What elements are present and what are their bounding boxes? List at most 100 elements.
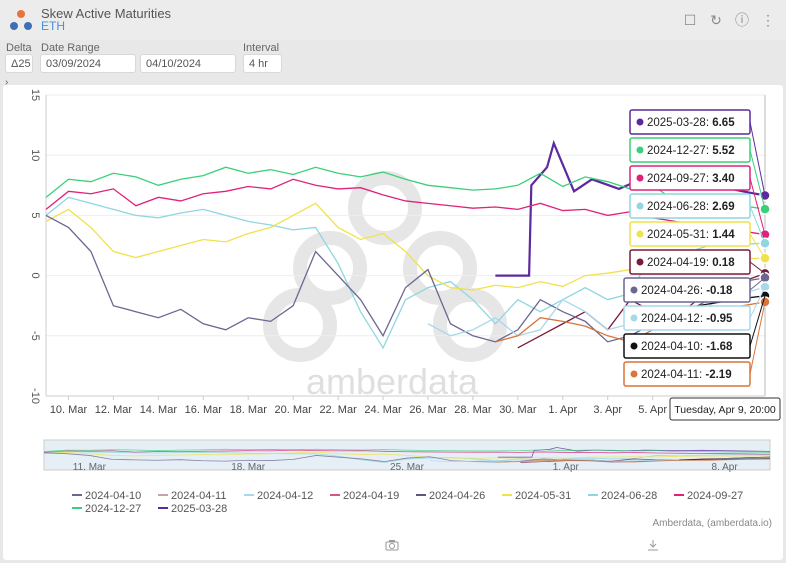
tooltip-box — [623, 277, 751, 303]
tooltip-label: 2024-04-26: -0.18 — [641, 285, 733, 297]
x-tick-label: 28. Mar — [454, 404, 492, 416]
y-tick-label: -10 — [29, 388, 41, 404]
legend-item[interactable]: 2024-04-11 — [158, 490, 226, 502]
tooltip-box — [623, 333, 751, 359]
tooltip-label: 2024-04-11: -2.19 — [641, 369, 732, 381]
y-tick-label: 5 — [29, 212, 41, 218]
legend-label: 2024-04-11 — [171, 490, 226, 502]
date-range-label: Date Range — [41, 42, 100, 54]
tooltip-label: 2024-05-31: 1.44 — [647, 229, 735, 241]
tooltip-label: 2025-03-28: 6.65 — [647, 117, 735, 129]
x-tick-label: 18. Mar — [230, 404, 268, 416]
x-tick-label: 16. Mar — [185, 404, 223, 416]
tooltip-label: 2024-12-27: 5.52 — [647, 145, 735, 157]
tooltip-connector — [749, 261, 766, 274]
tooltip-box — [623, 361, 751, 387]
controls-bar: Delta Δ25 Date Range 03/09/2024 04/10/20… — [0, 40, 786, 80]
page-title: Skew Active Maturities — [41, 6, 172, 21]
interval-label: Interval — [243, 42, 280, 54]
tooltip-dot — [636, 146, 644, 154]
x-tick-label: 5. Apr — [638, 404, 667, 416]
x-tick-label: 1. Apr — [548, 404, 577, 416]
bookmark-icon[interactable]: ☐ — [683, 11, 697, 28]
legend-item[interactable]: 2024-05-31 — [502, 490, 571, 502]
legend-item[interactable]: 2024-04-10 — [72, 490, 141, 502]
tooltip-connector — [749, 205, 766, 244]
tooltip-dot — [636, 174, 644, 182]
asset-link[interactable]: ETH — [41, 19, 65, 33]
x-tick-label: 12. Mar — [95, 404, 133, 416]
legend-item[interactable]: 2024-06-28 — [588, 490, 657, 502]
footer-credit: Amberdata, (amberdata.io) — [652, 518, 772, 529]
x-tick-label: 24. Mar — [364, 404, 402, 416]
navigator-tick-label: 18. Mar — [231, 462, 266, 473]
legend-label: 2024-05-31 — [515, 490, 571, 502]
navigator-series — [43, 451, 771, 463]
amberdata-logo-icon — [10, 10, 32, 30]
tooltip-dot — [636, 230, 644, 238]
navigator-series — [679, 458, 771, 461]
interval-select[interactable]: 4 hr — [243, 54, 282, 73]
navigator-tick-label: 1. Apr — [553, 462, 580, 473]
legend-item[interactable]: 2024-09-27 — [674, 490, 743, 502]
legend-label: 2024-04-10 — [85, 490, 141, 502]
watermark-text: amberdata — [306, 361, 479, 402]
y-tick-label: -5 — [29, 331, 41, 341]
download-icon[interactable] — [646, 539, 660, 551]
x-tick-label: 20. Mar — [275, 404, 313, 416]
tooltip-label: 2024-04-12: -0.95 — [641, 313, 733, 325]
end-date-input[interactable]: 04/10/2024 — [140, 54, 236, 73]
tooltip-connector — [749, 121, 766, 196]
tooltip-date-box — [669, 397, 781, 421]
navigator-tick-label: 11. Mar — [73, 462, 107, 473]
refresh-icon[interactable]: ↻ — [710, 11, 722, 28]
tooltip-label: 2024-09-27: 3.40 — [647, 173, 735, 185]
tooltip-connector — [749, 286, 766, 319]
tooltip-box — [629, 165, 751, 191]
tooltip-connector — [749, 177, 766, 235]
legend-item[interactable]: 2025-03-28 — [158, 503, 227, 515]
legend-item[interactable]: 2024-04-19 — [330, 490, 399, 502]
x-tick-label: 14. Mar — [140, 404, 178, 416]
tooltip-box — [629, 193, 751, 219]
tooltip-box — [629, 221, 751, 247]
delta-select[interactable]: Δ25 — [5, 54, 33, 73]
legend-item[interactable]: 2024-04-26 — [416, 490, 485, 502]
info-icon[interactable]: ⓘ — [735, 12, 749, 28]
tooltip-label: 2024-06-28: 2.69 — [647, 201, 735, 213]
legend-label: 2025-03-28 — [171, 503, 227, 515]
tooltip-dot — [636, 118, 644, 126]
navigator-tick-label: 25. Mar — [390, 462, 425, 473]
more-icon[interactable]: ⋮ — [761, 11, 775, 28]
tooltip-dot — [636, 202, 644, 210]
legend-label: 2024-06-28 — [601, 490, 657, 502]
legend-item[interactable]: 2024-12-27 — [72, 503, 141, 515]
tooltip-connector — [749, 277, 766, 291]
x-tick-label: 26. Mar — [409, 404, 447, 416]
header: Skew Active Maturities ETH ☐ ↻ ⓘ ⋮ — [0, 0, 786, 40]
x-tick-label: 10. Mar — [50, 404, 88, 416]
navigator-series — [497, 458, 771, 463]
tooltip-label: 2024-04-10: -1.68 — [641, 341, 733, 353]
expand-chevron-icon[interactable]: › — [5, 77, 9, 88]
tooltip-connector — [749, 295, 766, 347]
delta-label: Delta — [6, 42, 32, 54]
tooltip-dot — [630, 314, 638, 322]
navigator-series — [43, 448, 771, 453]
camera-icon[interactable] — [385, 539, 399, 551]
legend-item[interactable]: 2024-04-12 — [244, 490, 313, 502]
tooltip-connector — [749, 233, 766, 259]
legend-label: 2024-04-12 — [257, 490, 313, 502]
tooltip-connector — [749, 149, 766, 210]
start-date-input[interactable]: 03/09/2024 — [40, 54, 136, 73]
tooltip-date-label: Tuesday, Apr 9, 20:00 — [674, 404, 776, 416]
navigator-series — [43, 449, 771, 455]
x-tick-label: 22. Mar — [319, 404, 357, 416]
navigator-series — [43, 452, 771, 463]
tooltip-dot — [636, 258, 644, 266]
navigator-tick-label: 8. Apr — [712, 462, 739, 473]
tooltip-box — [629, 249, 751, 275]
y-tick-label: 15 — [29, 89, 41, 101]
tooltip-box — [623, 305, 751, 331]
